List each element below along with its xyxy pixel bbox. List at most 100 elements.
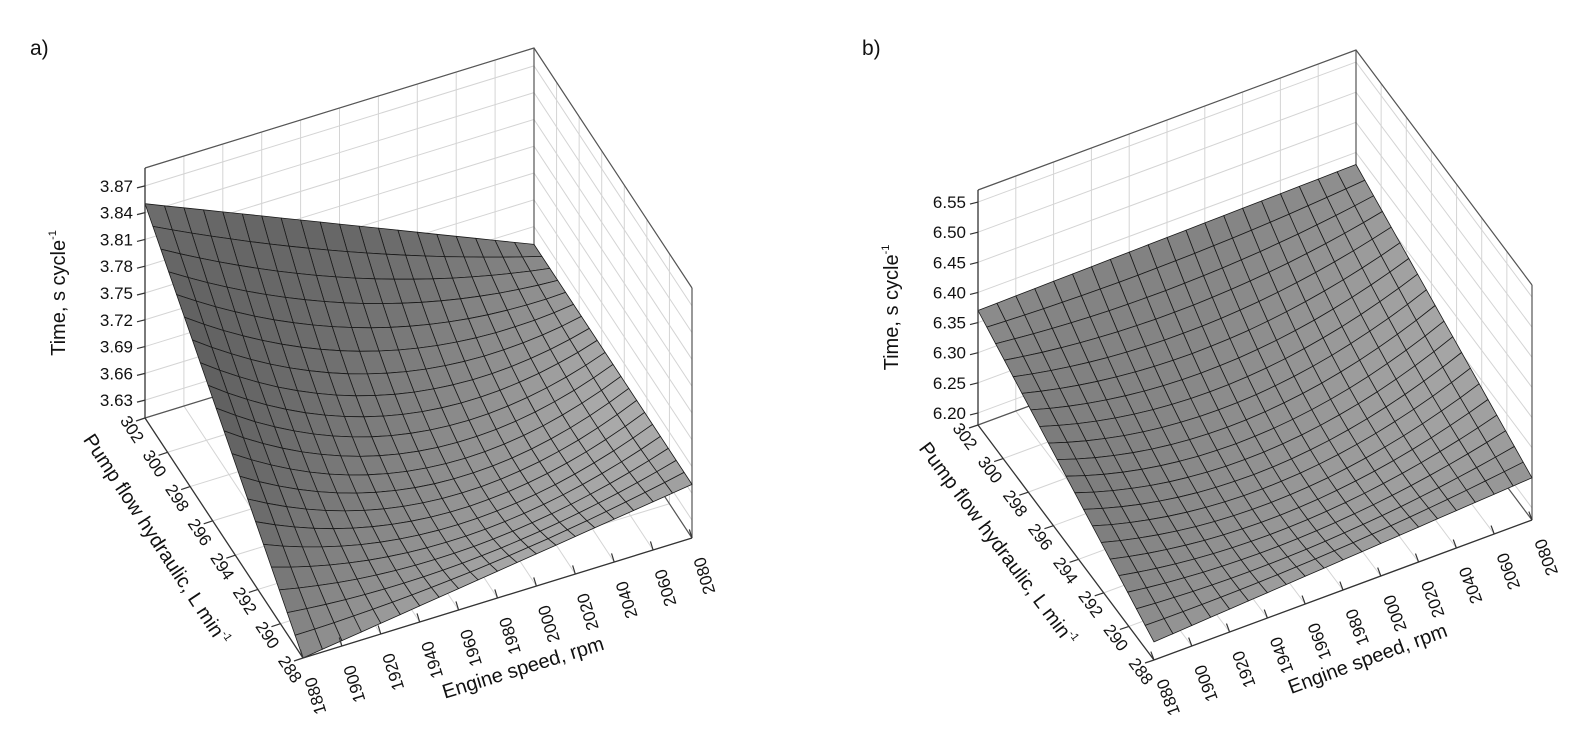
y-tick-label: 288 [1125,654,1157,688]
z-tick-label: 3.63 [100,391,133,410]
x-tick-label: 1900 [1191,662,1222,704]
z-tick-mark [136,212,146,216]
y-tick-label: 294 [1049,554,1081,588]
z-axis-title-sup: -1 [47,230,59,240]
x-tick-label: 2080 [1531,536,1562,578]
x-tick-label: 2020 [1418,578,1449,620]
y-tick-mark [1044,525,1054,530]
x-tick-mark [1452,539,1457,549]
y-tick-mark [158,451,168,456]
y-tick-label: 292 [1074,587,1106,621]
x-tick-label: 1960 [457,627,486,669]
surface-patch [294,628,323,659]
x-tick-label: 2000 [1380,592,1411,634]
y-tick-label: 302 [116,412,147,446]
z-tick-mark [969,291,979,296]
x-tick-label: 2060 [1493,550,1524,592]
y-tick-label: 294 [206,550,237,584]
x-tick-label: 1920 [1229,648,1260,690]
x-tick-label: 2080 [690,555,719,597]
z-tick-mark [969,201,979,205]
x-tick-mark [377,625,382,635]
x-tick-label: 2020 [573,591,602,633]
x-tick-label: 1980 [1342,606,1373,648]
z-axis-title-sup: -1 [880,245,892,255]
x-tick-label: 1900 [340,663,369,705]
z-tick-label: 3.84 [100,204,133,223]
z-tick-mark [136,319,146,323]
x-tick-mark [610,553,615,563]
z-tick-mark [136,292,146,296]
x-tick-label: 2060 [651,567,680,609]
x-tick-mark [1301,595,1306,605]
x-tick-label: 1940 [1266,634,1297,676]
surface [977,164,1533,643]
z-tick-mark [969,231,979,235]
y-tick-label: 292 [229,584,260,618]
x-tick-label: 2040 [612,579,641,621]
z-tick-label: 3.78 [100,257,133,276]
x-tick-mark [1188,637,1193,647]
y-tick-mark [180,486,191,491]
x-tick-mark [1263,609,1268,619]
x-tick-label: 1880 [301,675,330,717]
x-tick-mark [1225,623,1231,633]
z-tick-label: 6.45 [933,253,966,272]
x-tick-mark [416,613,421,623]
y-tick-mark [1094,592,1104,597]
z-axis-title-text: Time, s cycle [48,240,70,356]
z-tick-label: 3.81 [100,230,133,249]
x-tick-label: 1980 [496,615,525,657]
z-tick-mark [969,382,979,386]
panel-label-a: a) [30,37,49,60]
z-axis-title-text: Time, s cycle [881,254,903,370]
y-tick-mark [1069,558,1079,563]
y-tick-mark [203,520,213,525]
z-tick-mark [136,185,146,189]
z-tick-mark [969,412,979,416]
x-tick-mark [1377,567,1382,577]
y-tick-label: 298 [999,486,1031,520]
y-tick-mark [293,657,304,662]
x-tick-mark [494,589,499,599]
x-tick-label: 1960 [1304,620,1335,662]
x-tick-mark [649,541,654,551]
z-tick-mark [969,261,979,265]
panel-a: a) 1880 1900 1920 1940 1960 1980 2000 2020 2040 2… [30,37,719,717]
x-tick-label: 1920 [379,651,408,693]
z-tick-label: 6.40 [933,283,966,302]
z-tick-label: 3.72 [100,311,133,330]
y-tick-label: 300 [974,453,1006,487]
y-tick-mark [968,424,979,429]
y-axis-line [977,424,1155,661]
y-tick-mark [135,417,146,422]
z-tick-label: 3.75 [100,284,133,303]
z-tick-mark [969,321,979,326]
y-axis-line [144,417,304,659]
y-tick-mark [993,458,1004,463]
y-tick-mark [271,623,281,628]
z-tick-mark [136,372,146,376]
x-tick-mark [572,565,576,575]
x-tick-label: 2000 [534,603,563,645]
y-tick-label: 290 [252,618,283,652]
x-tick-mark [1490,525,1495,535]
y-tick-label: 290 [1100,621,1132,655]
x-tick-label: 1880 [1153,676,1184,718]
y-tick-label: 298 [161,481,192,515]
y-tick-label: 300 [139,447,170,481]
z-tick-label: 6.50 [933,223,966,242]
x-tick-mark [1528,511,1533,521]
y-tick-mark [226,554,236,559]
z-tick-label: 6.20 [933,404,966,423]
z-axis-title: Time, s cycle-1 [880,245,903,371]
y-tick-mark [248,588,259,593]
x-tick-mark [688,529,693,539]
panel-b: b) 1880 1900 1920 1940 1960 1980 2000 2020 2040 2… [862,37,1562,718]
z-tick-label: 6.35 [933,314,966,333]
z-tick-mark [136,399,146,403]
z-tick-label: 6.25 [933,374,966,393]
z-tick-label: 3.66 [100,364,133,383]
x-tick-mark [1414,553,1420,563]
